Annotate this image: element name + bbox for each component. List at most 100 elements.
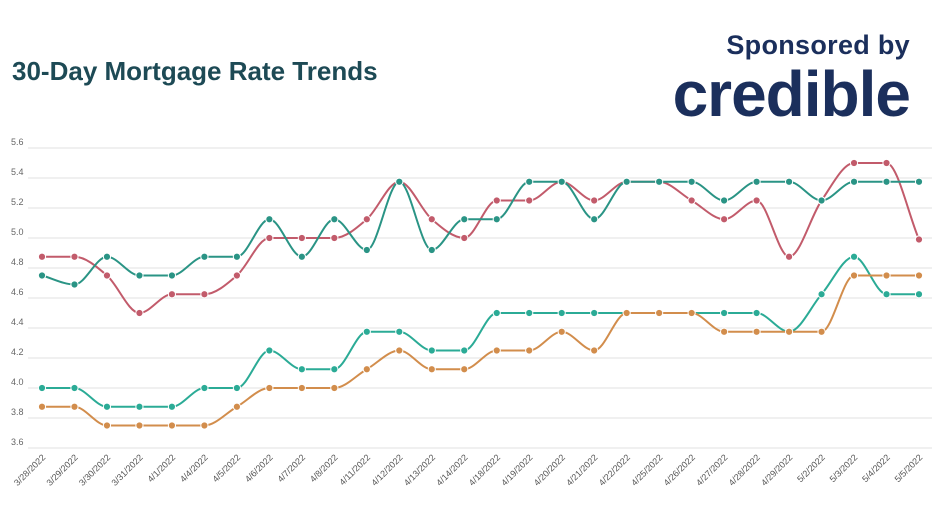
data-point: [590, 346, 599, 355]
data-point: [784, 252, 794, 261]
data-point: [200, 290, 209, 299]
data-point: [200, 252, 209, 261]
y-tick-label: 5.2: [11, 197, 24, 207]
data-point: [395, 327, 404, 336]
x-tick-label: 4/29/2022: [759, 452, 794, 487]
data-point: [135, 421, 144, 430]
credible-logo: credible: [672, 58, 911, 130]
data-point: [70, 402, 79, 411]
data-point: [557, 177, 566, 186]
data-point: [525, 346, 534, 355]
data-point: [297, 365, 306, 374]
data-point: [720, 215, 729, 224]
data-point: [330, 215, 339, 224]
data-point: [849, 177, 859, 186]
y-tick-label: 4.4: [11, 317, 24, 327]
x-tick-label: 5/5/2022: [893, 452, 925, 484]
x-tick-label: 4/19/2022: [499, 452, 534, 487]
data-point: [362, 327, 371, 336]
data-point: [102, 271, 112, 280]
data-point: [590, 196, 599, 205]
data-point: [167, 290, 177, 299]
data-point: [460, 215, 469, 224]
data-point: [817, 327, 826, 336]
data-point: [330, 365, 339, 374]
data-point: [752, 196, 761, 205]
data-point: [265, 383, 274, 393]
data-point: [882, 290, 891, 299]
x-tick-label: 5/2/2022: [795, 452, 827, 484]
x-tick-label: 4/28/2022: [727, 452, 762, 487]
x-tick-label: 4/20/2022: [532, 452, 567, 487]
data-point: [200, 421, 209, 430]
data-point: [914, 177, 924, 186]
data-point: [525, 177, 534, 186]
x-tick-label: 3/30/2022: [77, 452, 112, 487]
data-point: [135, 271, 144, 280]
data-point: [914, 235, 924, 244]
data-point: [817, 196, 826, 205]
y-tick-label: 4.6: [11, 287, 24, 297]
data-point: [362, 365, 371, 374]
data-point: [752, 177, 761, 186]
x-tick-label: 4/8/2022: [308, 452, 340, 484]
sponsor-block: Sponsored by credible: [672, 30, 911, 130]
data-point: [70, 383, 79, 393]
x-tick-label: 4/5/2022: [210, 452, 242, 484]
data-point: [849, 158, 859, 168]
y-tick-label: 4.0: [11, 377, 24, 387]
data-point: [460, 346, 469, 355]
data-point: [720, 308, 729, 318]
data-point: [752, 308, 761, 318]
data-point: [784, 327, 794, 336]
data-point: [102, 252, 112, 261]
x-tick-label: 4/22/2022: [597, 452, 632, 487]
data-point: [232, 383, 241, 393]
data-point: [557, 327, 566, 336]
data-point: [362, 245, 371, 255]
data-point: [427, 346, 436, 355]
data-point: [427, 215, 436, 224]
data-point: [687, 196, 696, 205]
data-point: [167, 421, 177, 430]
data-point: [622, 308, 631, 318]
data-point: [297, 252, 306, 261]
data-point: [427, 245, 436, 255]
data-point: [330, 383, 339, 393]
data-point: [167, 271, 177, 280]
data-point: [590, 308, 599, 318]
series-line-3: [42, 274, 919, 427]
data-point: [720, 327, 729, 336]
x-tick-label: 4/21/2022: [564, 452, 599, 487]
data-point: [232, 402, 241, 411]
x-tick-label: 4/18/2022: [467, 452, 502, 487]
y-tick-label: 5.6: [11, 137, 24, 147]
x-tick-label: 4/13/2022: [402, 452, 437, 487]
data-point: [655, 177, 664, 186]
data-point: [914, 290, 924, 299]
data-point: [297, 383, 306, 393]
data-point: [752, 327, 761, 336]
data-point: [102, 402, 112, 411]
data-point: [784, 177, 794, 186]
data-point: [102, 421, 112, 430]
data-point: [37, 271, 47, 280]
x-tick-label: 4/4/2022: [178, 452, 210, 484]
data-point: [817, 290, 826, 299]
data-point: [655, 308, 664, 318]
data-point: [135, 402, 144, 411]
x-tick-label: 3/29/2022: [45, 452, 80, 487]
data-point: [395, 177, 404, 186]
data-point: [330, 233, 339, 243]
y-tick-label: 3.6: [11, 437, 24, 447]
data-point: [882, 158, 891, 168]
y-tick-label: 5.4: [11, 167, 24, 177]
data-point: [622, 177, 631, 186]
x-tick-label: 3/31/2022: [109, 452, 144, 487]
data-point: [525, 308, 534, 318]
data-point: [557, 308, 566, 318]
data-point: [232, 271, 241, 280]
data-point: [849, 252, 859, 261]
x-tick-label: 4/1/2022: [145, 452, 177, 484]
